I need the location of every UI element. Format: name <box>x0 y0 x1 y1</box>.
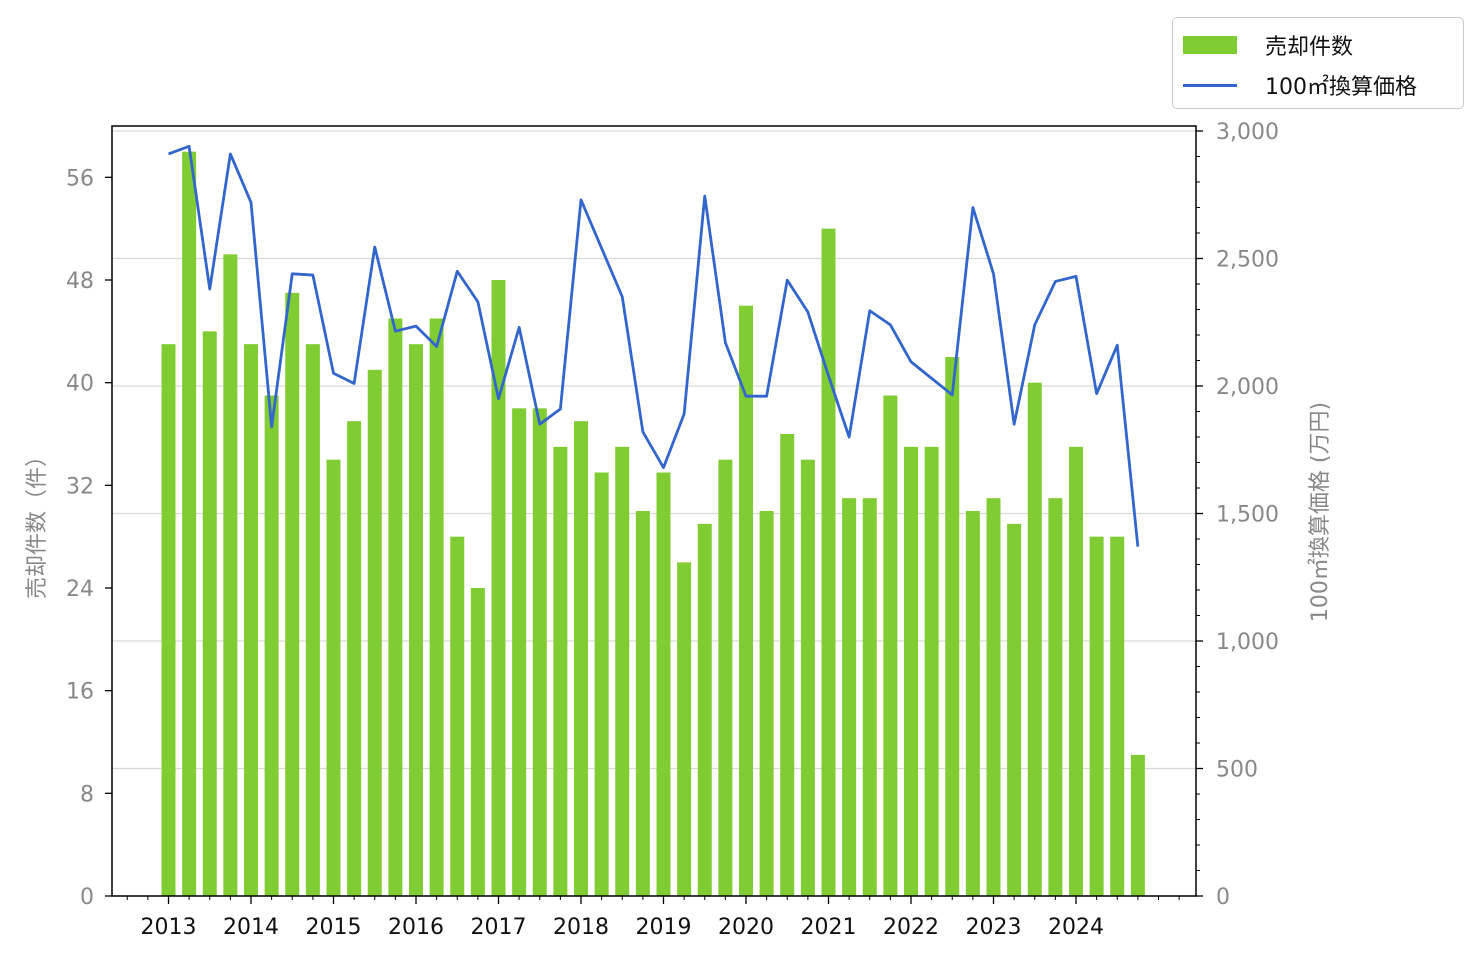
bar <box>677 562 692 896</box>
bar <box>305 344 320 897</box>
bar <box>759 511 774 896</box>
right-tick-label: 1,000 <box>1216 630 1279 655</box>
right-axis-title: 100㎡換算価格 (万円) <box>1307 402 1333 622</box>
right-tick-label: 3,000 <box>1216 120 1279 145</box>
bar <box>512 408 527 896</box>
bar <box>1110 536 1125 896</box>
legend-line-label: 100㎡換算価格 <box>1265 75 1417 100</box>
left-tick-label: 8 <box>80 782 94 807</box>
bar <box>429 318 444 896</box>
line-series <box>168 144 1140 547</box>
bar <box>656 472 671 896</box>
x-tick-label: 2021 <box>801 915 857 940</box>
bar <box>326 459 341 896</box>
x-tick-label: 2020 <box>718 915 774 940</box>
legend-bar-label: 売却件数 <box>1265 35 1354 60</box>
bar <box>223 254 238 897</box>
right-tick-label: 1,500 <box>1216 503 1279 528</box>
bar <box>965 511 980 896</box>
left-y-axis: 0 8 16 24 32 40 48 56 <box>66 166 112 910</box>
bar <box>1069 446 1083 896</box>
bar <box>635 511 650 896</box>
bar <box>202 331 217 896</box>
bar <box>1007 523 1022 896</box>
right-tick-label: 0 <box>1216 885 1230 910</box>
bar <box>491 280 506 896</box>
x-tick-label: 2014 <box>223 915 279 940</box>
left-tick-label: 48 <box>66 269 94 294</box>
bar <box>615 446 630 896</box>
x-tick-label: 2016 <box>388 915 444 940</box>
left-tick-label: 56 <box>66 166 94 191</box>
left-tick-label: 32 <box>66 474 94 499</box>
legend-line-swatch <box>1183 83 1237 87</box>
bar <box>739 305 753 897</box>
x-tick-label: 2022 <box>883 915 939 940</box>
bar <box>367 369 382 896</box>
bar <box>924 446 939 896</box>
bar <box>450 536 465 896</box>
bar <box>986 498 1001 896</box>
bar <box>1130 754 1145 896</box>
bar <box>347 421 362 896</box>
left-tick-label: 24 <box>66 577 94 602</box>
legend-item-bar: 売却件数 <box>1183 30 1353 60</box>
bar <box>574 421 588 896</box>
legend: 売却件数 100㎡換算価格 <box>1172 17 1464 109</box>
bar <box>553 446 568 896</box>
bar <box>388 318 403 896</box>
x-tick-label: 2013 <box>141 915 197 940</box>
left-tick-label: 0 <box>80 885 94 910</box>
bar <box>945 357 960 896</box>
bar <box>718 459 733 896</box>
price-line <box>168 144 1140 547</box>
x-tick-label: 2024 <box>1048 915 1104 940</box>
left-tick-label: 40 <box>66 372 94 397</box>
bar <box>182 151 197 896</box>
bar <box>842 498 857 896</box>
bar <box>409 344 423 897</box>
right-tick-label: 2,000 <box>1216 375 1279 400</box>
x-axis: 2013 2014 2015 2016 2017 2018 2019 2020 2021 2022… <box>126 896 1180 940</box>
bar <box>1089 536 1104 896</box>
legend-bar-swatch <box>1183 36 1237 54</box>
x-tick-label: 2019 <box>636 915 692 940</box>
bar <box>161 344 176 897</box>
plot-frame <box>111 125 1197 897</box>
right-tick-label: 2,500 <box>1216 248 1279 273</box>
bar <box>1027 382 1042 897</box>
bar <box>264 395 279 896</box>
bar <box>904 446 918 896</box>
bar <box>780 434 795 896</box>
bar <box>862 498 877 896</box>
bar <box>883 395 898 896</box>
right-y-axis: 0 500 1,000 1,500 2,000 2,500 3,000 <box>1196 120 1279 910</box>
bar <box>470 588 485 896</box>
bar <box>821 228 836 896</box>
left-tick-label: 16 <box>66 680 94 705</box>
bar <box>285 292 300 896</box>
bar <box>532 408 547 896</box>
legend-item-line: 100㎡換算価格 <box>1183 70 1417 100</box>
bar <box>244 344 258 897</box>
bar <box>800 459 815 896</box>
bar-series <box>161 151 1145 897</box>
left-axis-title: 売却件数（件） <box>25 445 50 599</box>
right-tick-label: 500 <box>1216 758 1258 783</box>
x-tick-label: 2015 <box>306 915 362 940</box>
bar <box>594 472 609 896</box>
x-tick-label: 2018 <box>553 915 609 940</box>
bar <box>1048 498 1063 896</box>
x-tick-label: 2017 <box>471 915 527 940</box>
x-tick-label: 2023 <box>966 915 1022 940</box>
bar <box>697 523 712 896</box>
